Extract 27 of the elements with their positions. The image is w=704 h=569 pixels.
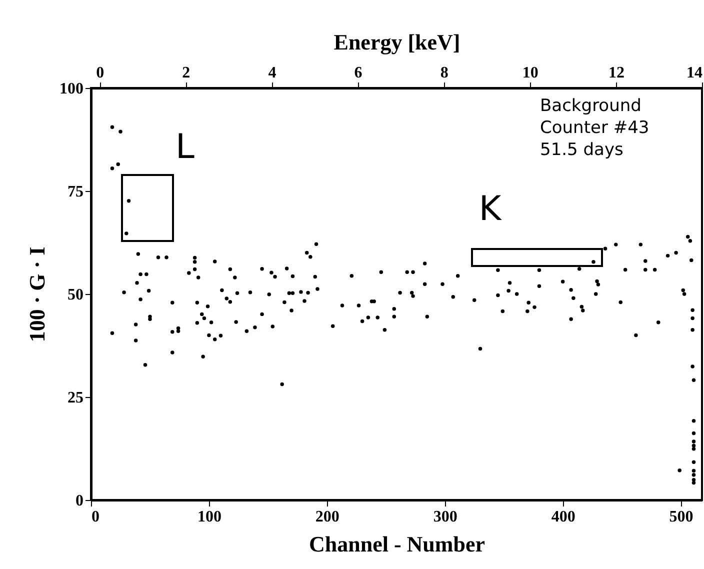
x2-tick-label: 6 <box>354 64 362 82</box>
y-tick-label: 100 <box>60 80 84 98</box>
x-tick-label: 400 <box>551 508 576 526</box>
x2-tick-label: 0 <box>96 64 104 82</box>
y-tick-label: 50 <box>68 286 84 304</box>
x-tick-label: 300 <box>433 508 458 526</box>
x-tick-label: 500 <box>669 508 694 526</box>
x2-axis-title: Energy [keV] <box>334 30 460 54</box>
annotation: Counter #43 <box>540 118 650 138</box>
annotation: L <box>176 127 195 167</box>
x-axis-title: Channel - Number <box>308 532 486 556</box>
x2-tick-label: 2 <box>182 64 190 82</box>
y-tick-label: 0 <box>76 492 84 510</box>
x2-tick-label: 8 <box>440 64 448 82</box>
x2-tick-label: 12 <box>608 64 624 82</box>
y-axis-title: 100 · G · I <box>24 246 50 342</box>
x-tick-label: 100 <box>197 508 222 526</box>
x2-tick-label: 14 <box>686 64 702 82</box>
annotation: 51.5 days <box>540 140 624 160</box>
x-tick-label: 0 <box>92 508 100 526</box>
y-tick-label: 25 <box>68 390 84 406</box>
y-tick-label: 75 <box>68 184 84 200</box>
x2-tick-label: 4 <box>268 64 276 82</box>
x2-tick-label: 10 <box>522 64 538 82</box>
annotation: K <box>478 189 503 229</box>
x-tick-label: 200 <box>315 508 340 526</box>
annotation: Background <box>540 96 642 116</box>
